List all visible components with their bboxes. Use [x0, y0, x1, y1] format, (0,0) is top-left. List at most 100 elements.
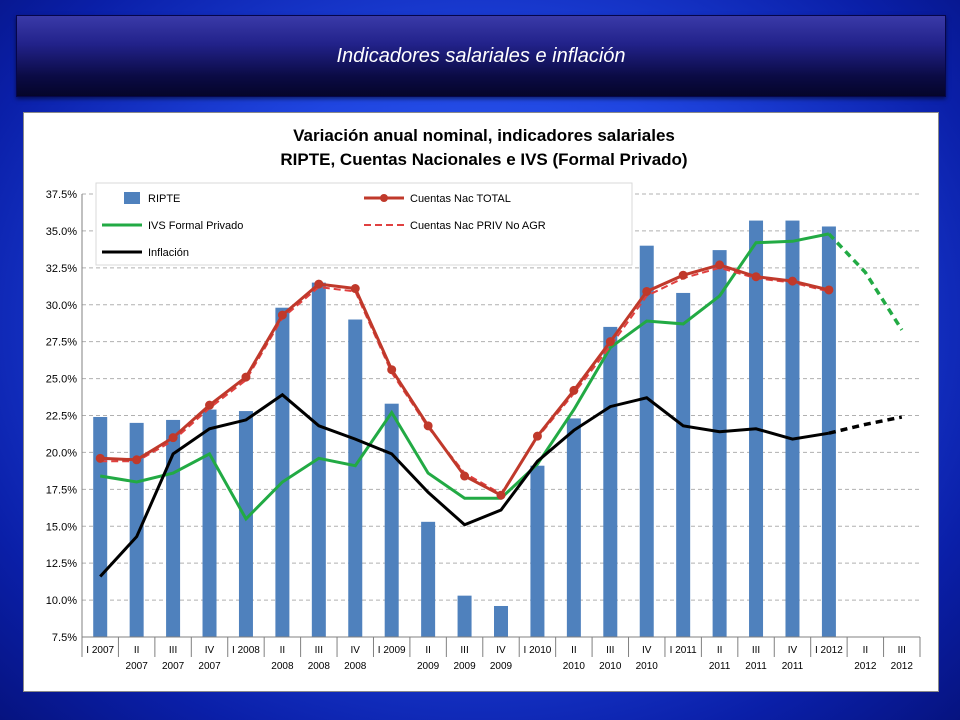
chart-subtitle: RIPTE, Cuentas Nacionales e IVS (Formal …: [280, 150, 687, 169]
ivs-formal-privado-line: [99, 232, 830, 522]
ripte-bar: [348, 319, 363, 637]
ripte-bar: [712, 250, 727, 637]
cuentas-nac-total-marker: [569, 385, 579, 395]
x-tick-label: II: [134, 645, 140, 656]
legend-marker-cuentas-nac-total: [380, 194, 388, 202]
x-tick-label: III: [315, 645, 323, 656]
chart-panel: 7.5% 10.0% 12.5% 15.0% 17.5% 20.0% 22.5% 25.0% 2…: [23, 112, 939, 692]
x-tick-label-year: 2008: [271, 661, 294, 672]
x-tick-label-year: 2010: [599, 661, 622, 672]
ripte-bar: [457, 595, 472, 637]
legend-label-cuentas-nac-total: Cuentas Nac TOTAL: [410, 193, 511, 205]
ripte-bar: [275, 307, 290, 637]
cuentas-nac-total-marker: [350, 284, 360, 294]
x-tick-label: I 2008: [232, 645, 260, 656]
x-tick-label-year: 2009: [453, 661, 476, 672]
x-tick-label-year: 2011: [709, 661, 731, 672]
ripte-bar: [93, 416, 108, 637]
ripte-bar: [639, 245, 654, 637]
y-tick-label: 37.5%: [46, 189, 77, 201]
ripte-bar: [129, 422, 144, 637]
x-tick-label: IV: [205, 645, 215, 656]
ripte-bar: [566, 418, 581, 637]
x-tick-label: IV: [351, 645, 361, 656]
x-tick-label: I 2007: [86, 645, 114, 656]
y-tick-label: 25.0%: [46, 374, 77, 386]
ripte-bar: [421, 521, 436, 637]
y-tick-label: 15.0%: [46, 521, 77, 533]
x-tick-label: II: [280, 645, 286, 656]
x-tick-label-year: 2007: [126, 661, 149, 672]
cuentas-nac-total-marker: [496, 490, 506, 500]
cuentas-nac-total-marker: [824, 285, 834, 295]
ripte-bar: [785, 220, 800, 637]
cuentas-nac-total-marker: [751, 272, 761, 282]
x-tick-label: IV: [496, 645, 506, 656]
y-tick-label: 30.0%: [46, 300, 77, 312]
cuentas-nac-total-marker: [132, 455, 142, 465]
slide-title-banner: Indicadores salariales e inflación: [16, 15, 946, 97]
x-tick-label-year: 2012: [854, 661, 877, 672]
cuentas-nac-total-marker: [387, 365, 397, 375]
legend-label-ripte: RIPTE: [148, 193, 180, 205]
y-tick-label: 32.5%: [46, 263, 77, 275]
x-tick-label: I 2010: [524, 645, 552, 656]
x-tick-label-year: 2010: [636, 661, 659, 672]
y-tick-label: 20.0%: [46, 447, 77, 459]
x-tick-label: II: [571, 645, 577, 656]
x-tick-label: I 2012: [815, 645, 843, 656]
legend-label-cuentas-nac-priv-no-agr: Cuentas Nac PRIV No AGR: [410, 220, 546, 232]
ripte-bar: [530, 465, 545, 637]
cuentas-nac-total-marker: [532, 431, 542, 441]
y-tick-label: 27.5%: [46, 337, 77, 349]
x-tick-label-year: 2011: [782, 661, 804, 672]
x-tick-label: I 2011: [670, 645, 697, 656]
y-tick-label: 22.5%: [46, 411, 77, 423]
cuentas-nac-total-marker: [205, 400, 215, 410]
cuentas-nac-total-marker: [95, 453, 105, 463]
x-tick-label-year: 2011: [745, 661, 767, 672]
x-tick-label-year: 2010: [563, 661, 586, 672]
x-tick-label: II: [425, 645, 431, 656]
y-tick-label: 7.5%: [52, 632, 77, 644]
x-tick-label: IV: [788, 645, 798, 656]
legend-label-ivs-formal-privado: IVS Formal Privado: [148, 220, 243, 232]
chart-title: Variación anual nominal, indicadores sal…: [293, 126, 675, 145]
x-tick-label-year: 2009: [417, 661, 440, 672]
ripte-bar: [676, 292, 691, 637]
cuentas-nac-total-marker: [314, 279, 324, 289]
x-tick-label-year: 2008: [308, 661, 331, 672]
ripte-bar: [494, 605, 508, 637]
x-tick-label: III: [606, 645, 614, 656]
ripte-bar: [202, 409, 217, 637]
x-tick-label-year: 2007: [198, 661, 221, 672]
cuentas-nac-total-marker: [678, 270, 688, 280]
ivs-formal-privado-projection-line: [827, 232, 904, 331]
y-tick-label: 12.5%: [46, 558, 77, 570]
ripte-bar: [238, 411, 253, 637]
x-tick-label: II: [863, 645, 869, 656]
y-tick-label: 17.5%: [46, 484, 77, 496]
inflaci-n-line: [99, 392, 830, 578]
cuentas-nac-total-marker: [715, 260, 725, 270]
cuentas-nac-total-marker: [787, 276, 797, 286]
x-tick-label: II: [717, 645, 723, 656]
x-tick-label-year: 2008: [344, 661, 367, 672]
cuentas-nac-total-marker: [460, 471, 470, 481]
x-tick-label: III: [898, 645, 906, 656]
y-tick-label: 35.0%: [46, 226, 77, 238]
chart: 7.5% 10.0% 12.5% 15.0% 17.5% 20.0% 22.5% 25.0% 2…: [46, 126, 921, 672]
cuentas-nac-total-marker: [605, 337, 615, 347]
cuentas-nac-total-marker: [642, 286, 652, 296]
ripte-bar: [384, 403, 399, 637]
y-tick-label: 10.0%: [46, 595, 77, 607]
x-tick-label: I 2009: [378, 645, 406, 656]
cuentas-nac-total-marker: [241, 372, 251, 382]
ripte-bar: [603, 326, 618, 637]
x-tick-label-year: 2009: [490, 661, 513, 672]
x-tick-label: III: [169, 645, 177, 656]
legend-label-inflaci-n: Inflación: [148, 247, 189, 259]
cuentas-nac-total-marker: [277, 310, 287, 320]
cuentas-nac-total-marker: [423, 421, 433, 431]
inflaci-n-projection-line: [828, 415, 903, 435]
